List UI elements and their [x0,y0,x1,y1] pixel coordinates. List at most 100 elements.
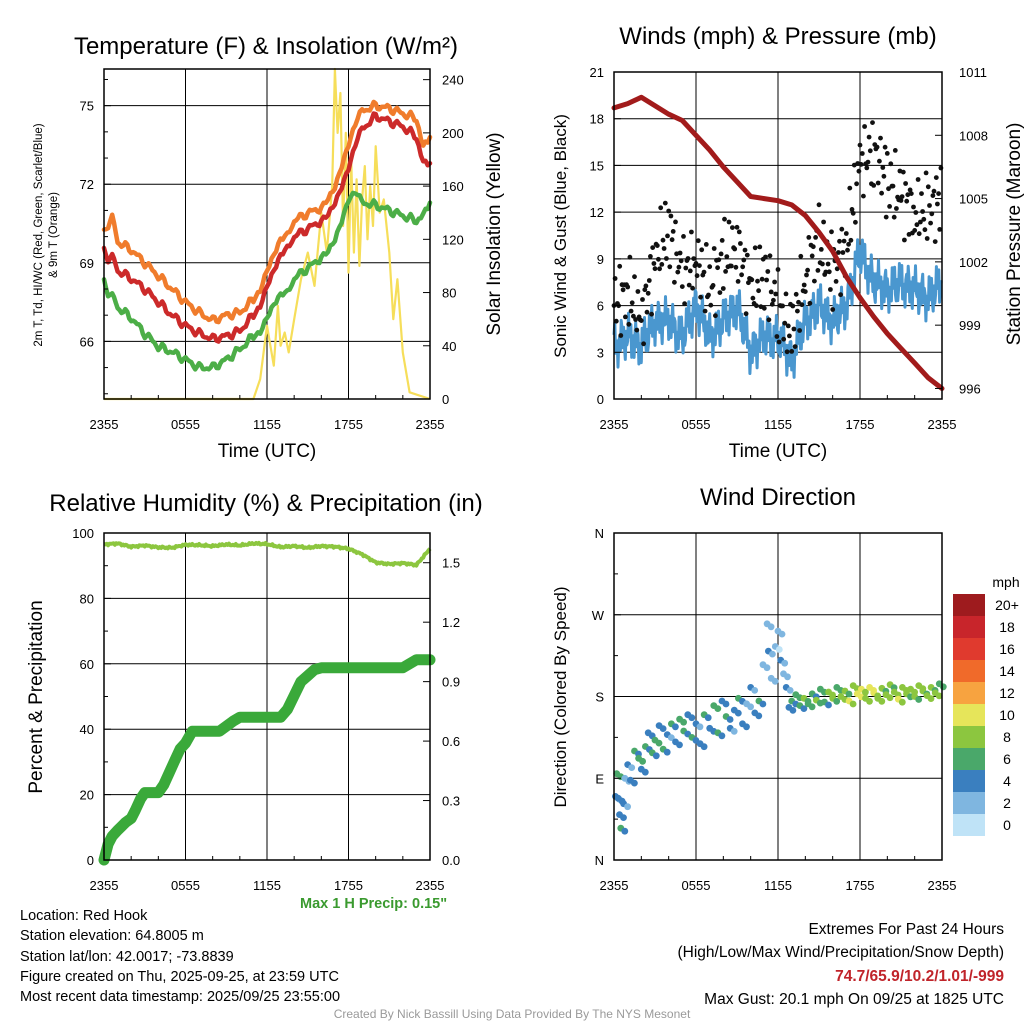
gust-point [759,276,765,282]
gust-point [849,207,855,212]
wind-xtick-label: 1155 [764,417,792,432]
direction-point [688,714,696,722]
gust-point [836,250,841,255]
extremes-box: Extremes For Past 24 Hours (High/Low/Max… [678,918,1005,1012]
direction-point [652,752,660,760]
gust-point [790,303,796,309]
pressure-ytick-label: 999 [959,318,981,333]
gust-point [635,289,641,294]
gust-point [765,269,771,274]
gust-point [856,168,862,174]
gust-point [646,278,652,283]
gust-point [847,185,853,191]
gust-point [785,323,791,329]
temperature-y2label: Solar Insolation (Yellow) [484,132,505,335]
wind-ytick-label: 3 [597,345,604,360]
gust-point [717,290,723,295]
humidity-xtick-label: 0555 [171,878,200,893]
gust-point [776,339,782,345]
gust-point [718,251,724,257]
gust-point [741,257,747,263]
gust-point [890,183,896,189]
wind-xtick-label: 0555 [682,417,711,432]
direction-xtick-label: 1755 [846,878,875,893]
gust-point [781,336,787,342]
gust-point [772,279,777,285]
gust-point [698,294,703,300]
gust-point [858,162,864,167]
gust-point [807,300,813,306]
gust-point [632,274,637,280]
dewpoint-line [101,190,433,372]
direction-point [676,741,683,749]
gust-point [921,216,927,222]
gust-point [656,256,661,262]
gust-point [625,284,631,290]
direction-point [730,727,738,735]
legend-label: 12 [999,685,1015,701]
direction-point [718,732,726,740]
direction-point [767,623,775,631]
temperature-xtick-label: 2355 [90,417,119,432]
gust-point [838,292,843,298]
gust-point [677,250,683,256]
gust-point [915,177,921,182]
direction-point [696,723,704,731]
direction-panel: Wind Direction 2355 0555 1155 1755 2355 N W S E N… [551,484,1020,893]
gust-point [812,278,817,284]
gust-point [675,269,681,275]
gust-point [648,254,653,259]
gust-point [687,268,693,274]
direction-point [714,705,722,712]
gust-point [691,256,697,261]
gust-point [735,279,741,284]
gust-point [746,280,751,286]
direction-point [866,697,873,705]
precip-ytick-label: 0.0 [442,853,460,868]
direction-point [786,687,794,694]
gust-point [644,309,650,315]
gust-point [719,238,725,243]
gust-point [626,321,632,327]
direction-point [763,664,771,672]
temperature-xtick-label: 0555 [171,417,200,432]
gust-point [882,144,888,150]
gust-point [919,191,924,197]
legend-label: 0 [1003,817,1011,833]
pressure-ytick-label: 1008 [959,128,988,143]
direction-point [862,688,869,696]
gust-point [668,213,674,219]
direction-ytick-label: W [592,608,605,623]
gust-point [843,231,849,236]
gust-point [793,291,799,297]
gust-point [651,261,657,266]
legend-swatch [953,748,985,770]
humidity-xtick-label: 2355 [416,878,445,893]
gust-point [888,161,894,167]
gust-point [841,238,847,244]
direction-xtick-label: 0555 [682,878,711,893]
gust-point [701,269,707,275]
direction-point [808,703,816,711]
gust-point [649,311,654,317]
direction-point [639,757,646,765]
gust-points [611,120,944,355]
wind-panel: Winds (mph) & Pressure (mb) 2355 0555 1155… [551,23,1024,462]
humidity-ytick-label: 40 [80,722,94,737]
gust-point [904,198,910,204]
gust-point [931,188,937,194]
direction-point [935,692,943,700]
pressure-series [611,94,945,391]
gust-point [686,282,692,288]
direction-point [939,683,947,691]
precip-ytick-label: 1.5 [442,556,460,571]
direction-point [789,707,797,714]
gust-point [848,237,854,243]
gust-point [913,210,919,215]
gust-point [623,314,628,320]
gust-point [891,214,897,220]
gust-point [937,227,943,232]
direction-point [663,748,671,756]
gust-point [710,283,716,288]
gust-point [914,222,920,228]
